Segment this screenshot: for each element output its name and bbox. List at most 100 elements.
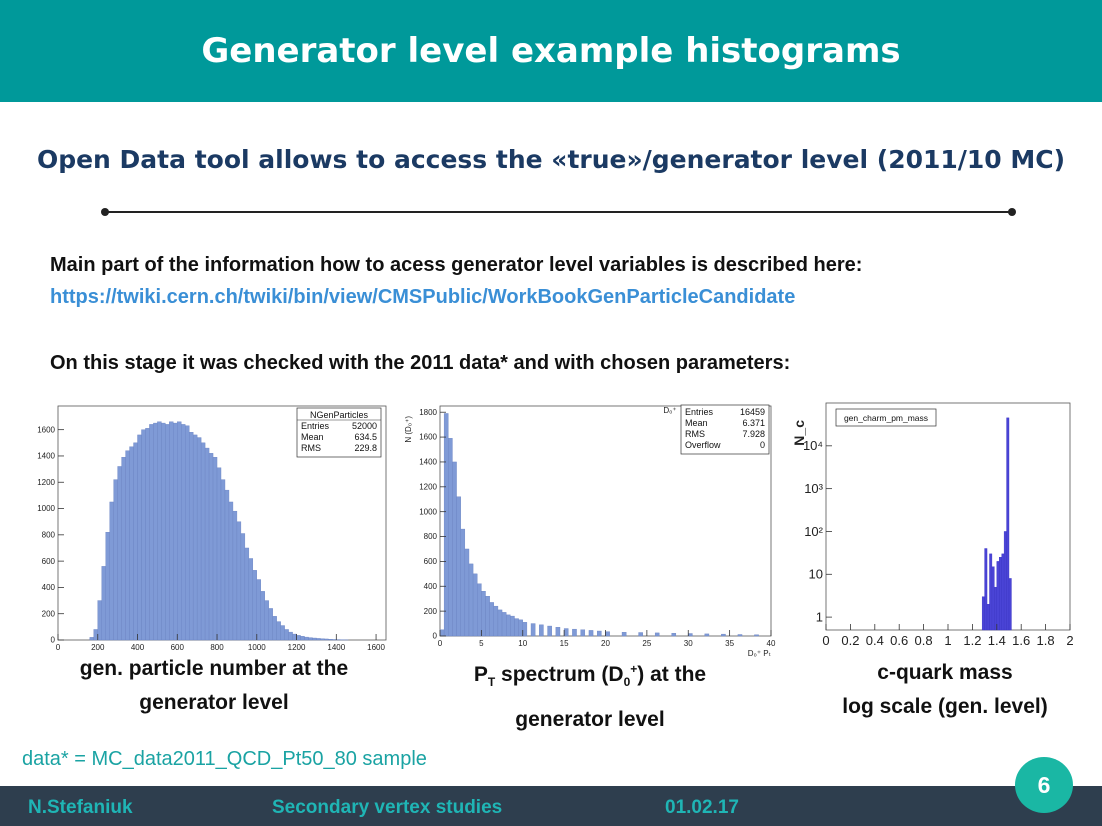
histogram-bin	[288, 631, 293, 641]
stats-value: 229.8	[354, 443, 377, 453]
y-tick-label: 10³	[804, 481, 823, 496]
x-tick-label: 400	[131, 643, 145, 652]
y-tick-label: 800	[424, 532, 438, 541]
x-tick-label: 800	[210, 643, 224, 652]
caption-plot3: c-quark mass log scale (gen. level)	[820, 656, 1070, 724]
histogram-bin	[1006, 417, 1010, 631]
y-axis-label: N (D₀⁺)	[404, 416, 413, 443]
histogram-bin	[113, 479, 118, 641]
y-tick-label: 800	[42, 530, 56, 539]
histogram-bin	[452, 461, 457, 637]
x-tick-label: 0.6	[890, 633, 908, 648]
histogram-bin	[292, 633, 297, 641]
histogram-bin	[439, 629, 445, 637]
histogram-bin	[324, 638, 329, 641]
histogram-bin	[228, 501, 234, 641]
histogram-bin	[165, 424, 170, 641]
histogram-bin	[477, 583, 482, 637]
histogram-bin	[196, 437, 202, 641]
y-tick-label: 10	[809, 567, 823, 582]
histogram-bin	[443, 413, 449, 637]
twiki-link[interactable]: https://twiki.cern.ch/twiki/bin/view/CMS…	[50, 286, 796, 308]
histogram-bin	[308, 637, 313, 641]
x-tick-label: 10	[518, 639, 527, 648]
histogram-bin	[121, 457, 126, 641]
caption-plot2: PT spectrum (D0+) at the generator level	[430, 652, 750, 737]
x-tick-label: 0	[56, 643, 61, 652]
histogram-bin	[304, 636, 309, 641]
x-tick-label: 1.4	[988, 633, 1006, 648]
slide-title: Generator level example histograms	[201, 31, 901, 71]
histogram-bin	[999, 557, 1002, 631]
histogram-bin	[996, 561, 1000, 631]
histogram-bin	[284, 629, 289, 641]
page-number-badge: 6	[1015, 757, 1073, 813]
histogram-bin	[510, 615, 515, 637]
histogram-bin	[638, 632, 643, 637]
histogram-bin	[216, 467, 222, 641]
caption-plot2-line2: generator level	[515, 708, 665, 732]
x-tick-label: 5	[479, 639, 484, 648]
histogram-bin	[141, 429, 146, 641]
y-tick-label: 1200	[37, 478, 55, 487]
histogram-bin	[224, 489, 230, 641]
histogram-bin	[89, 637, 94, 641]
stats-box	[296, 407, 382, 458]
histogram-bin	[721, 633, 726, 637]
histogram-bin	[173, 422, 178, 641]
histogram-bin	[464, 548, 470, 637]
x-tick-label: 600	[171, 643, 185, 652]
histogram-bin	[153, 422, 158, 641]
histogram-bin	[986, 604, 990, 631]
y-tick-label: 1	[816, 609, 823, 624]
histogram-bin	[493, 605, 499, 637]
histogram-bin	[328, 639, 333, 641]
stats-label: RMS	[685, 429, 705, 439]
y-tick-label: 1000	[37, 504, 55, 513]
histogram-bin	[252, 570, 257, 641]
histogram-bin	[597, 630, 602, 637]
x-tick-label: 0	[438, 639, 443, 648]
footnote: data* = MC_data2011_QCD_Pt50_80 sample	[22, 748, 427, 770]
histogram-bin	[105, 532, 110, 641]
stats-value: 16459	[740, 407, 765, 417]
stats-value: 0	[760, 440, 765, 450]
histogram-bin	[1003, 531, 1007, 631]
histogram-bin	[296, 635, 301, 641]
x-tick-label: 1600	[367, 643, 385, 652]
histogram-bin	[481, 591, 486, 637]
histogram-bin	[514, 618, 519, 637]
caption-plot3-line2: log scale (gen. level)	[842, 695, 1048, 718]
histogram-bin	[117, 466, 122, 641]
caption-plot2-line1: PT spectrum (D0+) at the	[473, 662, 707, 690]
histogram-bin	[316, 638, 321, 641]
histogram-bin	[129, 446, 134, 641]
histogram-bin	[256, 579, 261, 641]
y-tick-label: 1400	[37, 452, 55, 461]
histogram-bin	[181, 424, 186, 641]
y-axis-label: N_c	[791, 420, 807, 446]
histogram-bin	[501, 612, 507, 637]
histogram-bin	[145, 428, 150, 641]
x-tick-label: 0.8	[915, 633, 933, 648]
histogram-bin	[264, 600, 269, 641]
histogram-bin	[468, 563, 474, 637]
histogram-bin	[161, 422, 166, 641]
histogram-bin	[169, 421, 174, 641]
histogram-bin	[981, 596, 985, 631]
histogram-bin	[149, 424, 154, 641]
histogram-bin	[97, 600, 102, 641]
x-tick-label: 1	[944, 633, 951, 648]
x-tick-label: 200	[91, 643, 105, 652]
histogram-bin	[1001, 553, 1005, 631]
histogram-title: gen_charm_pm_mass	[844, 413, 928, 423]
x-tick-label: 30	[684, 639, 693, 648]
histogram-bin	[137, 434, 142, 641]
intro-text: Main part of the information how to aces…	[50, 254, 863, 276]
histogram-bin	[300, 636, 305, 641]
histogram-bin	[989, 553, 993, 631]
histogram-bin	[200, 442, 206, 641]
footer-date: 01.02.17	[665, 797, 739, 818]
caption-plot1-line2: generator level	[139, 691, 289, 714]
histogram-bin	[192, 434, 198, 641]
